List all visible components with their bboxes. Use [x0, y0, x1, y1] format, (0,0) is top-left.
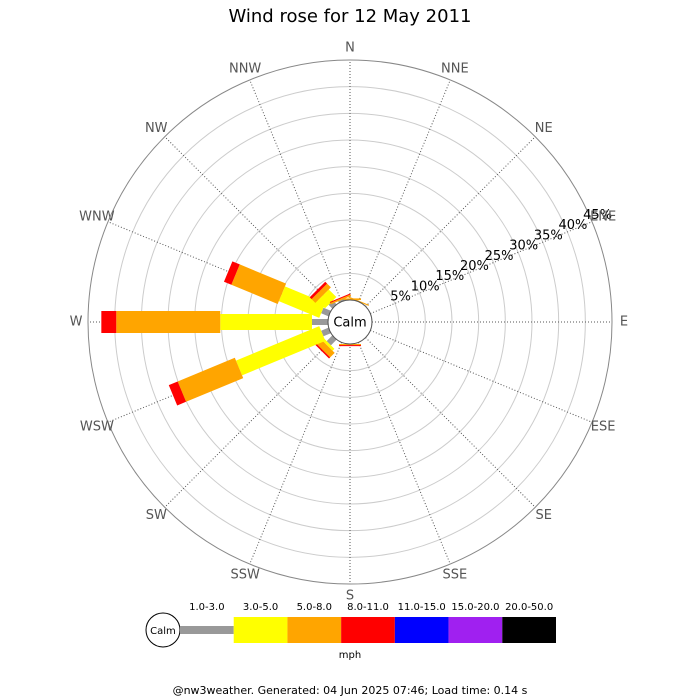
- spoke: [357, 342, 451, 565]
- r-tick-label: 40%: [559, 218, 588, 233]
- legend-label: 11.0-15.0: [398, 602, 446, 613]
- spoke: [370, 329, 593, 423]
- direction-label: NW: [145, 121, 168, 136]
- wind-bar-segment: [338, 299, 345, 303]
- wind-bar-segment: [330, 294, 352, 305]
- wind-bar-segment: [312, 319, 328, 325]
- wind-bar-segment: [311, 283, 331, 303]
- wind-bar-segment: [321, 307, 331, 317]
- direction-label: ESE: [591, 419, 616, 434]
- legend-unit: mph: [339, 650, 361, 661]
- direction-label: NE: [535, 121, 553, 136]
- spoke: [249, 342, 343, 565]
- r-tick-label: 30%: [509, 239, 538, 254]
- wind-bar-segment: [278, 286, 326, 318]
- legend-swatch: [502, 617, 556, 643]
- legend-calm-label: Calm: [150, 626, 176, 637]
- legend-swatch: [180, 626, 234, 634]
- wind-bar-segment: [231, 264, 287, 304]
- legend-label: 8.0-11.0: [347, 602, 389, 613]
- grid-ring: [87, 59, 613, 585]
- spoke: [365, 136, 536, 307]
- wind-bar-segment: [326, 335, 337, 346]
- wind-bar-segment: [339, 344, 361, 346]
- r-tick-label: 35%: [534, 228, 563, 243]
- legend-swatch: [394, 617, 449, 643]
- direction-label: ENE: [590, 210, 616, 225]
- r-tick-label: 25%: [485, 249, 514, 264]
- direction-label: NNE: [441, 61, 469, 76]
- direction-label: SE: [536, 508, 552, 523]
- wind-bar-segment: [339, 345, 361, 347]
- direction-label: E: [620, 315, 628, 330]
- legend-label: 1.0-3.0: [189, 602, 224, 613]
- footer: @nw3weather. Generated: 04 Jun 2025 07:4…: [173, 684, 528, 697]
- r-tick-label: 20%: [460, 259, 489, 274]
- wind-bar-segment: [309, 281, 328, 300]
- legend-swatch: [233, 617, 288, 643]
- spoke: [164, 337, 335, 508]
- calm-circle: [327, 299, 373, 345]
- direction-label: WSW: [80, 419, 114, 434]
- wind-bar-segment: [223, 261, 240, 285]
- spoke: [164, 136, 335, 307]
- r-tick-label: 10%: [411, 279, 440, 294]
- spoke: [365, 337, 536, 508]
- wind-bar-segment: [220, 314, 312, 330]
- legend-swatch: [287, 617, 342, 643]
- direction-label: W: [70, 315, 83, 330]
- wind-bar-segment: [101, 311, 117, 333]
- wind-bar-segment: [235, 326, 326, 376]
- r-tick-label: 45%: [583, 208, 612, 223]
- spoke: [249, 79, 343, 302]
- wind-bar-segment: [313, 341, 331, 359]
- spoke: [370, 221, 593, 315]
- legend-label: 3.0-5.0: [243, 602, 278, 613]
- direction-label: NNW: [229, 61, 261, 76]
- chart-title: Wind rose for 12 May 2011: [229, 6, 472, 27]
- wind-bar-segment: [168, 381, 187, 406]
- wind-bar-segment: [116, 311, 221, 333]
- wind-bar-segment: [317, 289, 337, 309]
- direction-label: WNW: [79, 210, 115, 225]
- legend-swatch: [341, 617, 395, 643]
- r-tick-label: 5%: [390, 290, 411, 305]
- calm-label: Calm: [333, 316, 366, 331]
- direction-label: SSE: [442, 568, 467, 583]
- wind-bar-segment: [321, 327, 331, 337]
- spoke: [357, 79, 451, 302]
- legend-swatch: [448, 617, 503, 643]
- legend-label: 20.0-50.0: [505, 602, 553, 613]
- direction-label: SW: [146, 508, 167, 523]
- legend-label: 15.0-20.0: [451, 602, 499, 613]
- direction-label: SSW: [230, 568, 260, 583]
- r-tick-label: 15%: [435, 269, 464, 284]
- wind-bar-segment: [329, 293, 351, 303]
- wind-bar-segment: [348, 296, 369, 306]
- wind-bar-segment: [177, 357, 244, 402]
- direction-label: N: [345, 41, 355, 56]
- legend-label: 5.0-8.0: [297, 602, 332, 613]
- direction-label: S: [346, 589, 354, 604]
